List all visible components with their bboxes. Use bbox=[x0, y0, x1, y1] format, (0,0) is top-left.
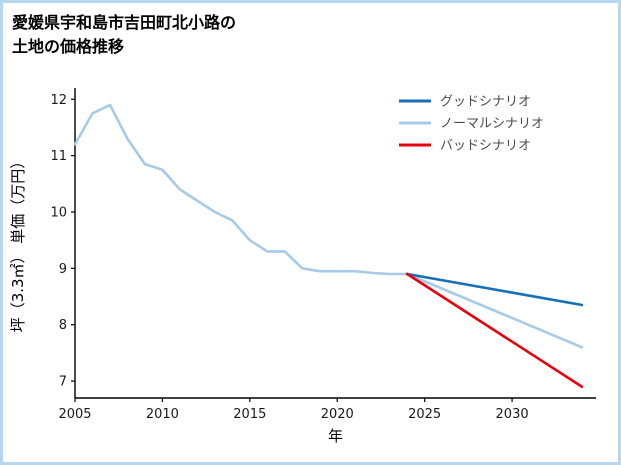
x-tick-label: 2020 bbox=[321, 407, 354, 422]
price-trend-line-chart: 2005 2010 2015 2020 2025 2030 7 8 9 10 11 12 年 坪（3.3㎡… bbox=[9, 88, 596, 445]
legend-label: ノーマルシナリオ bbox=[440, 117, 544, 132]
series-line bbox=[73, 103, 584, 349]
x-tick-label: 2030 bbox=[496, 407, 529, 422]
chart-title: 愛媛県宇和島市吉田町北小路の 土地の価格推移 bbox=[12, 13, 237, 56]
x-axis-label: 年 bbox=[328, 427, 343, 445]
legend-label: グッドシナリオ bbox=[440, 95, 531, 110]
y-tick-label: 9 bbox=[59, 262, 67, 277]
series-line bbox=[405, 272, 584, 307]
x-tick-label: 2010 bbox=[146, 407, 179, 422]
x-tick-label: 2005 bbox=[58, 407, 91, 422]
x-tick-label: 2015 bbox=[233, 407, 266, 422]
y-tick-label: 11 bbox=[50, 149, 67, 164]
legend-label: バッドシナリオ bbox=[440, 139, 531, 154]
x-tick-label: 2025 bbox=[408, 407, 441, 422]
y-tick-label: 12 bbox=[50, 93, 67, 108]
y-tick-label: 7 bbox=[59, 375, 67, 390]
y-axis-label: 坪（3.3㎡） 単価（万円） bbox=[9, 154, 27, 333]
y-tick-label: 8 bbox=[59, 318, 67, 333]
y-tick-label: 10 bbox=[50, 206, 67, 221]
series-line bbox=[405, 272, 584, 389]
